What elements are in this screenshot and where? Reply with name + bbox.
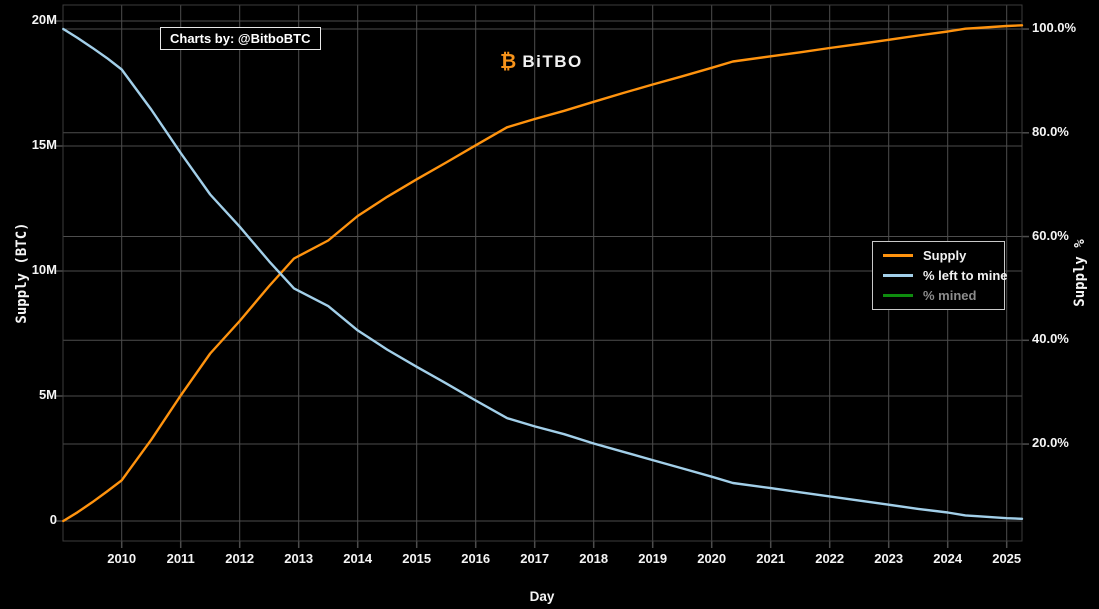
y-left-axis-title: Supply (BTC) [14,222,30,324]
y-right-tick-label: 60.0% [1032,227,1069,243]
x-tick-label: 2018 [579,551,609,566]
x-tick-label: 2013 [284,551,314,566]
axis-tick-marks [56,20,1029,548]
y-right-tick-label: 100.0% [1032,20,1077,36]
x-tick-label: 2017 [520,551,550,566]
plot-border [62,4,1023,542]
y-left-tick-label: 5M [38,387,57,402]
legend-item-supply[interactable]: Supply [883,248,1004,263]
data-series-lines [62,24,1024,523]
legend-label: % left to mine [923,268,1008,283]
y-right-tick-label: 80.0% [1032,123,1069,139]
legend: Supply % left to mine % mined [872,241,1008,310]
y-left-tick-label: 20M [31,12,57,27]
y-right-tick-label: 20.0% [1032,435,1069,451]
legend-label: Supply [923,248,967,263]
legend-swatch [883,274,913,277]
x-tick-label: 2024 [933,551,963,566]
y-right-tick-label: 40.0% [1032,331,1069,347]
x-tick-label: 2015 [402,551,432,566]
legend-swatch [883,294,913,297]
x-tick-label: 2012 [225,551,255,566]
legend-label: % mined [923,288,977,303]
y-left-tick-label: 10M [31,262,57,277]
x-tick-label: 2019 [638,551,668,566]
x-tick-label: 2014 [343,551,373,566]
legend-item--mined[interactable]: % mined [883,288,1004,303]
x-tick-label: 2016 [461,551,491,566]
y-left-tick-label: 15M [31,137,57,152]
x-tick-label: 2010 [107,551,137,566]
bitcoin-logo-icon: ₿ [500,51,517,73]
y-left-tick-label: 0 [49,512,57,527]
legend-swatch [883,254,913,257]
x-tick-label: 2021 [756,551,786,566]
charts-by-annotation: Charts by: @BitboBTC [160,27,321,50]
bitbo-logo: ₿ BiTBO [500,51,583,73]
x-tick-label: 2023 [874,551,904,566]
x-axis-title: Day [529,589,555,604]
legend-item--left-to-mine[interactable]: % left to mine [883,268,1008,283]
x-tick-label: 2025 [992,551,1022,566]
y-right-axis-title: Supply % [1072,239,1088,307]
x-tick-label: 2022 [815,551,845,566]
bitbo-logo-text: BiTBO [522,52,583,71]
series-line-supply [62,24,1024,523]
x-tick-label: 2011 [166,551,195,566]
series-line--left-to-mine [62,27,1024,520]
charts-by-text: Charts by: @BitboBTC [170,31,311,46]
x-tick-label: 2020 [697,551,727,566]
